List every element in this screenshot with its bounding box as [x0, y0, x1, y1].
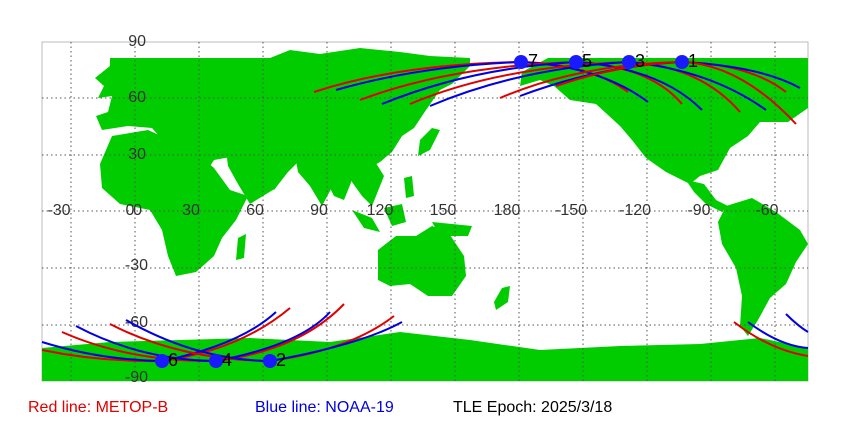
- lat-label-90s: -90: [125, 369, 148, 386]
- landmass-britain: [122, 80, 136, 100]
- landmass-indochina: [348, 160, 384, 206]
- satellite-marker: [622, 55, 636, 69]
- landmass-australia: [378, 226, 466, 296]
- metop-track: [733, 321, 809, 357]
- lon-label-120w: -120: [619, 202, 651, 219]
- satellite-marker: [569, 55, 583, 69]
- legend-blue-line: Blue line: NOAA-19: [255, 399, 394, 416]
- landmass-africa: [100, 130, 248, 276]
- lon-label-0: 0: [126, 202, 135, 219]
- landmass-japan: [418, 128, 440, 156]
- landmass-antarctica: [42, 332, 808, 381]
- landmass-scandinavia: [150, 58, 200, 96]
- longitude-labels: -30 0 30 60 90 120 150 180 -150 -120 -90…: [47, 202, 778, 219]
- lat-label-30s: -30: [125, 257, 148, 274]
- landmass-greenland: [790, 58, 808, 96]
- satellite-marker: [263, 354, 277, 368]
- noaa-track: [747, 321, 809, 349]
- landmass-india: [296, 158, 340, 206]
- marker-label: 6: [168, 350, 178, 370]
- landmass-south-america: [718, 198, 808, 336]
- south-markers: 6 4 2: [155, 350, 286, 370]
- lon-label-150e: 150: [430, 202, 457, 219]
- legend-tle-epoch: TLE Epoch: 2025/3/18: [453, 399, 613, 416]
- landmass-siberia-north: [270, 48, 470, 58]
- satellite-marker: [155, 354, 169, 368]
- marker-label: 5: [582, 51, 592, 71]
- lat-label-30n: 30: [128, 146, 146, 163]
- satellite-marker: [209, 354, 223, 368]
- lat-label-90n: 90: [128, 33, 146, 50]
- lon-label-90w: -90: [687, 202, 710, 219]
- landmass-central-america: [686, 180, 728, 212]
- lon-label-120e: 120: [367, 202, 394, 219]
- lon-label-90e: 90: [310, 202, 328, 219]
- landmass-north-america: [520, 58, 808, 184]
- legend-red-line: Red line: METOP-B: [28, 399, 169, 416]
- marker-label: 1: [688, 51, 698, 71]
- lat-label-60n: 60: [128, 89, 146, 106]
- lon-label-150w: -150: [555, 202, 587, 219]
- lat-label-60s: -60: [125, 314, 148, 331]
- land-masses: [42, 48, 808, 381]
- marker-label: 2: [276, 350, 286, 370]
- landmass-new-zealand: [494, 286, 510, 310]
- marker-label: 4: [222, 350, 232, 370]
- noaa-track: [785, 313, 809, 333]
- noaa-track: [381, 60, 703, 111]
- marker-label: 7: [528, 51, 538, 71]
- landmass-madagascar: [236, 234, 246, 260]
- latitude-labels: 90 60 30 0 -30 -60 -90: [125, 33, 148, 386]
- satellite-marker: [675, 55, 689, 69]
- landmass-sumatra: [352, 210, 380, 232]
- landmass-philippines: [404, 176, 414, 198]
- lon-label-30w: -30: [47, 202, 70, 219]
- lat-label-0: 0: [133, 202, 142, 219]
- lon-label-60e: 60: [246, 202, 264, 219]
- lon-label-180: 180: [494, 202, 521, 219]
- satellite-marker: [514, 55, 528, 69]
- lon-label-60w: -60: [755, 202, 778, 219]
- north-markers: 7 5 3 1: [514, 51, 698, 71]
- lon-label-30e: 30: [182, 202, 200, 219]
- landmass-borneo: [384, 204, 406, 226]
- marker-label: 3: [635, 51, 645, 71]
